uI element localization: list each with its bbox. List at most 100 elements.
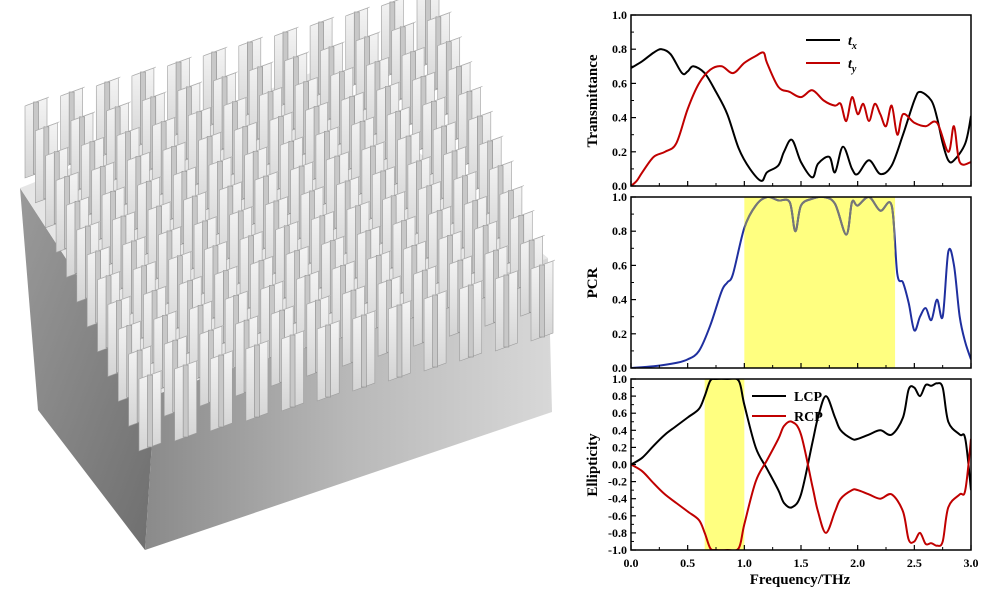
pillar-cap: [484, 244, 510, 255]
pillar-cap: [152, 116, 177, 126]
pillar-cap: [153, 310, 179, 320]
pillar-cap: [345, 6, 370, 17]
pillar-cap: [60, 86, 85, 97]
y-tick-label: 0.6: [612, 76, 627, 90]
pillar-cap: [143, 285, 168, 295]
y-tick-label: -0.4: [608, 492, 627, 506]
pillar-cap: [295, 76, 320, 86]
pillar-cap: [203, 46, 228, 57]
legend-lcp-label: LCP: [794, 390, 822, 405]
pillar-cap: [271, 304, 296, 315]
pillar-cap: [55, 171, 81, 181]
pillar-cap: [433, 120, 458, 131]
pillar-cap: [174, 359, 199, 370]
pillar: [245, 339, 271, 422]
pillar-cap: [284, 51, 309, 62]
pillar-cap: [428, 205, 453, 215]
pillar-cap: [296, 270, 321, 280]
series-line-0: [631, 379, 971, 509]
pillar-cap: [188, 106, 213, 116]
pillar-cap: [311, 210, 336, 220]
y-tick-label: 0.0: [612, 458, 627, 472]
pillar-cap: [495, 269, 520, 280]
pillar-cap: [418, 180, 443, 190]
pillar-cap: [116, 126, 142, 136]
y-tick-label: 1.0: [612, 372, 627, 386]
pillar-cap: [366, 56, 391, 66]
pillar-cap: [225, 290, 250, 300]
pillar-cap: [189, 300, 214, 310]
pillar-cap: [118, 320, 143, 330]
x-tick-label: 2.0: [850, 556, 865, 570]
pillar-cap: [453, 170, 479, 180]
x-tick-label: 0.0: [624, 556, 639, 570]
pillar-cap: [213, 71, 238, 82]
y-tick-label: 1.0: [612, 8, 627, 22]
pillar-stem: [289, 334, 296, 408]
y-tick-label: -1.0: [608, 543, 627, 557]
y-tick-label: 0.8: [612, 42, 627, 56]
y-tick-label: 0.2: [612, 145, 627, 159]
pillar-stem: [503, 274, 510, 348]
pillar-cap: [265, 195, 290, 206]
pillar-cap: [128, 344, 153, 355]
transmittance-legend: tx ty: [806, 34, 857, 75]
pillar-cap: [499, 185, 525, 195]
pillar-cap: [361, 140, 387, 151]
pillar-cap: [309, 16, 335, 27]
pillar-cap: [381, 0, 399, 7]
pillar-cap: [76, 220, 101, 231]
frequency-xlabel: Frequency/THz: [750, 572, 851, 588]
metasurface-illustration: [20, 0, 556, 550]
pillar: [174, 359, 199, 442]
pillar-cap: [274, 26, 299, 37]
y-tick-label: 0.4: [612, 293, 627, 307]
pillar-cap: [342, 284, 367, 295]
y-tick-label: -0.8: [608, 526, 627, 540]
pillar-cap: [198, 131, 223, 141]
pillar-cap: [87, 245, 112, 256]
pillar-cap: [403, 240, 428, 250]
pillar-cap: [387, 106, 412, 116]
pillar-cap: [392, 215, 418, 225]
pillar-cap: [229, 205, 254, 216]
pillar-cap: [388, 299, 413, 310]
y-tick-label: 0.4: [612, 111, 627, 125]
pillar-cap: [91, 161, 116, 171]
pillar-cap: [250, 255, 275, 265]
pillar-cap: [355, 31, 381, 42]
pillar-cap: [101, 186, 127, 196]
series-line-1: [631, 420, 971, 550]
pcr-ylabel: PCR: [585, 267, 601, 298]
pillar-cap: [391, 21, 416, 32]
pillar-cap: [285, 245, 311, 255]
pillar-cap: [234, 121, 259, 131]
series-line-0: [631, 48, 971, 182]
pillar-cap: [177, 81, 203, 92]
y-tick-label: 0.2: [612, 440, 627, 454]
pillar: [281, 329, 306, 412]
pillar-cap: [427, 11, 452, 22]
highlight-band: [744, 197, 896, 368]
x-tick-label: 0.5: [680, 556, 695, 570]
pillar-cap: [260, 280, 285, 290]
pillar-cap: [219, 180, 244, 191]
ellipticity-panel: -1.0 -0.8 -0.6 -0.4 -0.2 0.0 0.2 0.4 0.6 0.8 1.0 0.…: [608, 372, 979, 570]
pillar-stem: [539, 264, 545, 338]
pillar-cap: [449, 254, 474, 265]
pillar-cap: [401, 46, 427, 56]
pillar-cap: [133, 260, 158, 270]
pillar-cap: [173, 166, 198, 176]
pillar-cap: [204, 240, 229, 250]
pillar-cap: [407, 155, 433, 166]
pillar-cap: [422, 96, 447, 106]
pillar-cap: [35, 121, 60, 132]
x-tick-label: 1.0: [737, 556, 752, 570]
pillar-cap: [330, 66, 355, 76]
y-tick-label: 0.6: [612, 258, 627, 272]
pillar-cap: [367, 250, 392, 260]
pillar-cap: [290, 160, 315, 171]
pillar-cap: [372, 165, 397, 176]
pillar-cap: [167, 56, 192, 67]
